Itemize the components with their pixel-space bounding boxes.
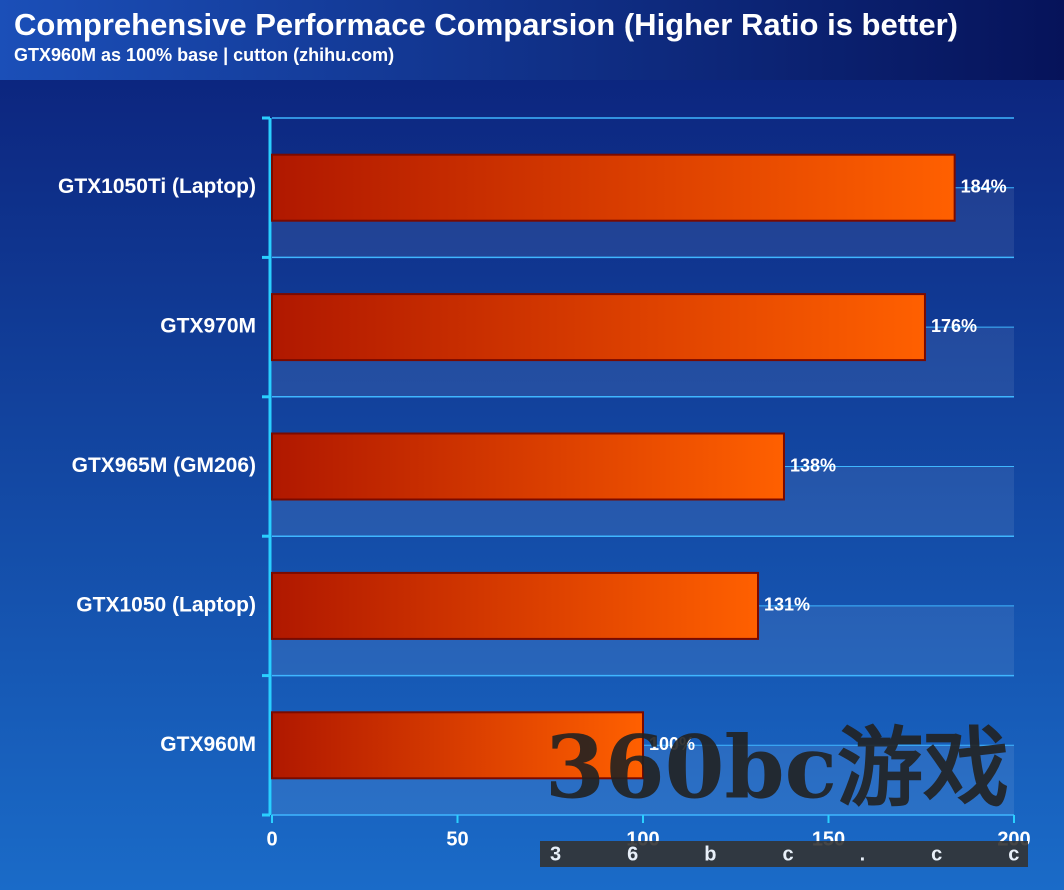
watermark-url: 36bc.cc	[550, 843, 1064, 865]
value-label: 131%	[764, 595, 810, 615]
x-tick-label: 50	[446, 828, 468, 850]
value-label: 176%	[931, 316, 977, 336]
bar	[271, 432, 785, 501]
watermark: 360bc游戏 36bc.cc	[540, 718, 1064, 867]
chart-subtitle: GTX960M as 100% base | cutton (zhihu.com…	[14, 45, 394, 65]
bar	[271, 153, 956, 222]
x-tick-label: 0	[266, 828, 277, 850]
y-tick-label: GTX1050 (Laptop)	[76, 593, 256, 616]
bar	[271, 293, 926, 362]
value-label: 184%	[961, 176, 1007, 196]
value-label: 138%	[790, 455, 836, 475]
y-tick-label: GTX965M (GM206)	[72, 454, 256, 477]
y-tick-label: GTX1050Ti (Laptop)	[58, 175, 256, 198]
chart-title: Comprehensive Performace Comparsion (Hig…	[14, 7, 958, 42]
header	[0, 0, 1064, 80]
watermark-band	[540, 841, 1028, 867]
value-label: 100%	[649, 734, 695, 754]
y-tick-label: GTX970M	[160, 315, 256, 338]
y-tick-label: GTX960M	[160, 733, 256, 756]
bar	[271, 711, 644, 780]
bar	[271, 571, 760, 640]
watermark-text: 360bc游戏	[545, 718, 1009, 819]
